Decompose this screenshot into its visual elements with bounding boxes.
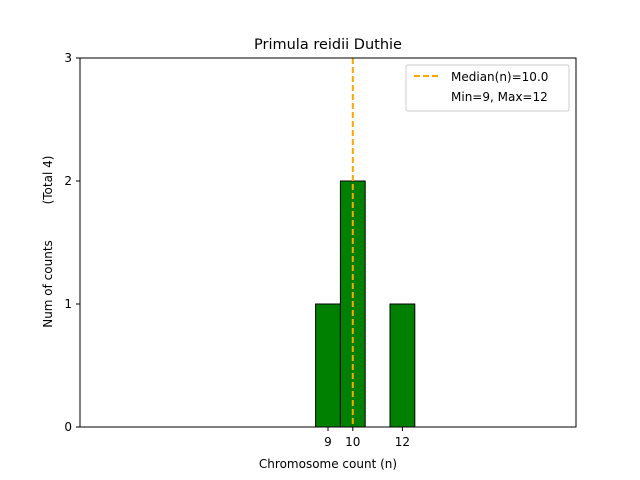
legend-minmax-label: Min=9, Max=12 xyxy=(451,90,548,104)
y-tick-label-2: 2 xyxy=(64,174,72,188)
y-tick-label-0: 0 xyxy=(64,420,72,434)
y-axis-total-note: (Total 4) xyxy=(41,156,55,205)
x-tick-label-12: 12 xyxy=(395,435,410,449)
y-axis-label: Num of counts xyxy=(41,240,55,328)
chart-title: Primula reidii Duthie xyxy=(254,37,402,53)
legend: Median(n)=10.0 Min=9, Max=12 xyxy=(405,64,570,112)
legend-box xyxy=(405,64,570,112)
x-axis-label: Chromosome count (n) xyxy=(259,457,397,471)
y-tick-label-3: 3 xyxy=(64,51,72,65)
bar-9 xyxy=(315,303,341,428)
x-tick-label-10: 10 xyxy=(345,435,360,449)
bar-12 xyxy=(389,303,416,428)
legend-median-label: Median(n)=10.0 xyxy=(451,70,548,84)
y-tick-label-1: 1 xyxy=(64,297,72,311)
x-tick-label-9: 9 xyxy=(324,435,332,449)
